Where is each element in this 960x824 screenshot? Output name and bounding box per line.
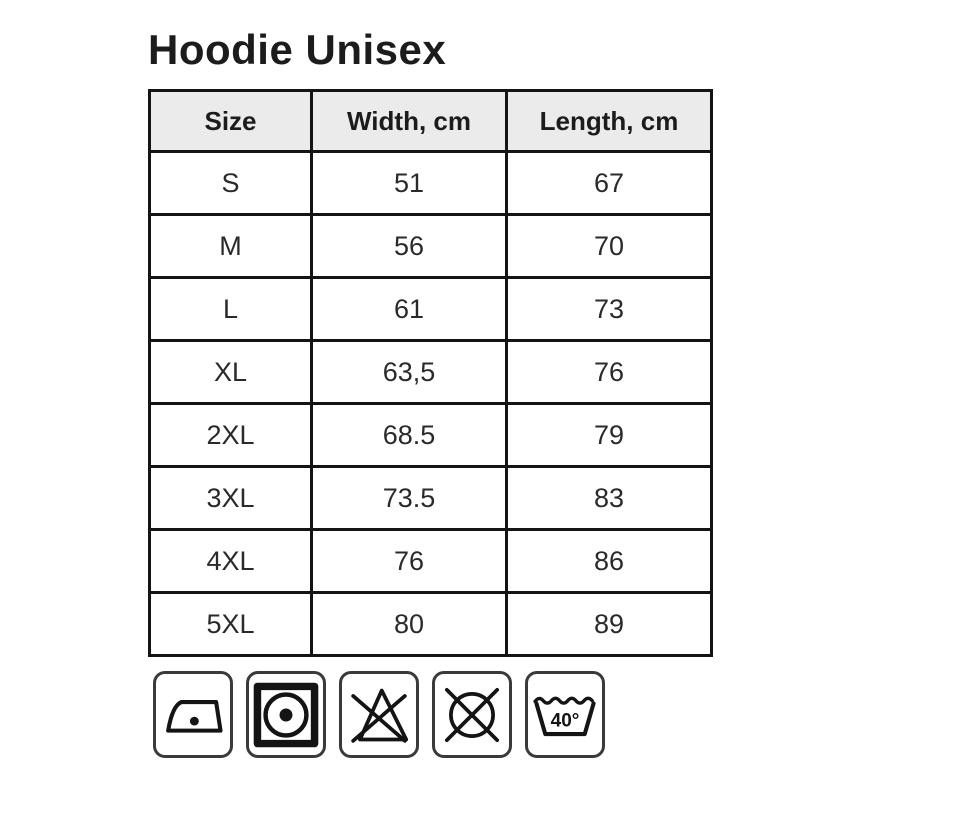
size-cell: M	[148, 213, 313, 280]
width-cell: 68.5	[310, 402, 508, 469]
do-not-bleach-icon	[339, 671, 419, 759]
size-cell: 5XL	[148, 591, 313, 658]
length-cell: 73	[505, 276, 713, 343]
length-cell: 86	[505, 528, 713, 595]
table-row: 3XL 73.5 83	[148, 465, 713, 532]
width-cell: 73.5	[310, 465, 508, 532]
size-cell: 3XL	[148, 465, 313, 532]
tumble-dry-icon	[246, 671, 326, 759]
table-row: XL 63,5 76	[148, 339, 713, 406]
length-cell: 89	[505, 591, 713, 658]
do-not-dry-clean-icon	[432, 671, 512, 759]
page-title: Hoodie Unisex	[148, 26, 447, 73]
wash-40-icon: 40°	[525, 671, 605, 759]
table-row: 4XL 76 86	[148, 528, 713, 595]
size-cell: 4XL	[148, 528, 313, 595]
width-cell: 63,5	[310, 339, 508, 406]
width-cell: 56	[310, 213, 508, 280]
size-cell: L	[148, 276, 313, 343]
iron-one-dot-icon	[153, 671, 233, 759]
width-cell: 76	[310, 528, 508, 595]
size-cell: S	[148, 150, 313, 217]
size-cell: 2XL	[148, 402, 313, 469]
length-cell: 83	[505, 465, 713, 532]
table-row: S 51 67	[148, 150, 713, 217]
width-cell: 80	[310, 591, 508, 658]
wash-temperature-label: 40°	[551, 710, 580, 731]
size-cell: XL	[148, 339, 313, 406]
care-instructions-row: 40°	[153, 671, 710, 759]
column-header-width: Width, cm	[310, 89, 508, 154]
column-header-size: Size	[148, 89, 313, 154]
width-cell: 61	[310, 276, 508, 343]
size-chart-content: Hoodie Unisex Size Width, cm Length, cm …	[148, 26, 713, 759]
table-header-row: Size Width, cm Length, cm	[148, 89, 713, 154]
length-cell: 79	[505, 402, 713, 469]
table-row: M 56 70	[148, 213, 713, 280]
table-row: L 61 73	[148, 276, 713, 343]
length-cell: 70	[505, 213, 713, 280]
width-cell: 51	[310, 150, 508, 217]
length-cell: 67	[505, 150, 713, 217]
length-cell: 76	[505, 339, 713, 406]
table-row: 5XL 80 89	[148, 591, 713, 658]
column-header-length: Length, cm	[505, 89, 713, 154]
table-row: 2XL 68.5 79	[148, 402, 713, 469]
size-table: Size Width, cm Length, cm S 51 67 M 56 7…	[148, 89, 713, 658]
